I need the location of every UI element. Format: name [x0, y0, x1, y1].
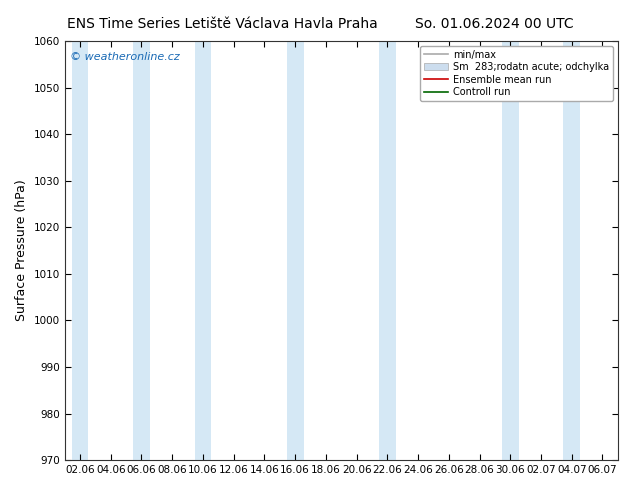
Bar [195, 41, 211, 460]
Legend: min/max, Sm  283;rodatn acute; odchylka, Ensemble mean run, Controll run: min/max, Sm 283;rodatn acute; odchylka, … [420, 46, 613, 101]
Y-axis label: Surface Pressure (hPa): Surface Pressure (hPa) [15, 180, 28, 321]
Bar [563, 41, 580, 460]
Text: ENS Time Series Letiště Václava Havla Praha: ENS Time Series Letiště Václava Havla Pr… [67, 17, 377, 31]
Bar [72, 41, 89, 460]
Text: So. 01.06.2024 00 UTC: So. 01.06.2024 00 UTC [415, 17, 574, 31]
Bar [379, 41, 396, 460]
Text: © weatheronline.cz: © weatheronline.cz [70, 51, 180, 62]
Bar [287, 41, 304, 460]
Bar [133, 41, 150, 460]
Bar [502, 41, 519, 460]
